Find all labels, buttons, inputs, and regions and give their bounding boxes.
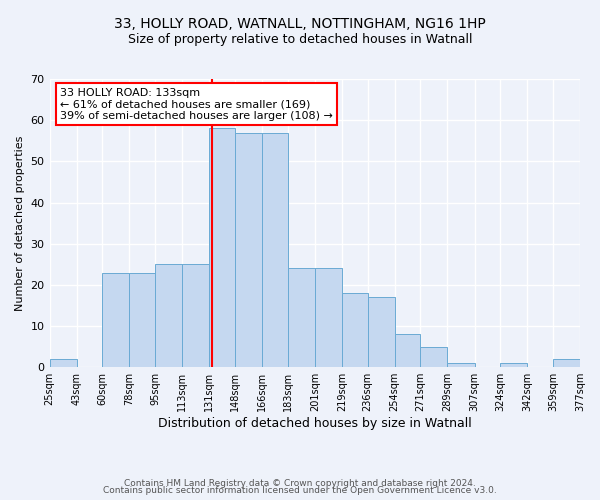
Bar bbox=[130, 272, 155, 367]
Bar bbox=[368, 297, 395, 367]
Bar bbox=[262, 132, 287, 367]
Bar bbox=[182, 264, 209, 367]
Text: Contains HM Land Registry data © Crown copyright and database right 2024.: Contains HM Land Registry data © Crown c… bbox=[124, 478, 476, 488]
Bar bbox=[235, 132, 262, 367]
Bar bbox=[315, 268, 342, 367]
Bar bbox=[287, 268, 315, 367]
Bar bbox=[50, 359, 77, 367]
Bar bbox=[500, 363, 527, 367]
Text: Size of property relative to detached houses in Watnall: Size of property relative to detached ho… bbox=[128, 32, 472, 46]
Text: 33, HOLLY ROAD, WATNALL, NOTTINGHAM, NG16 1HP: 33, HOLLY ROAD, WATNALL, NOTTINGHAM, NG1… bbox=[114, 18, 486, 32]
X-axis label: Distribution of detached houses by size in Watnall: Distribution of detached houses by size … bbox=[158, 417, 472, 430]
Bar bbox=[102, 272, 130, 367]
Y-axis label: Number of detached properties: Number of detached properties bbox=[15, 136, 25, 311]
Bar bbox=[155, 264, 182, 367]
Bar bbox=[395, 334, 420, 367]
Text: Contains public sector information licensed under the Open Government Licence v3: Contains public sector information licen… bbox=[103, 486, 497, 495]
Bar bbox=[420, 346, 448, 367]
Bar bbox=[448, 363, 475, 367]
Bar bbox=[553, 359, 580, 367]
Text: 33 HOLLY ROAD: 133sqm
← 61% of detached houses are smaller (169)
39% of semi-det: 33 HOLLY ROAD: 133sqm ← 61% of detached … bbox=[60, 88, 333, 121]
Bar bbox=[342, 293, 368, 367]
Bar bbox=[209, 128, 235, 367]
